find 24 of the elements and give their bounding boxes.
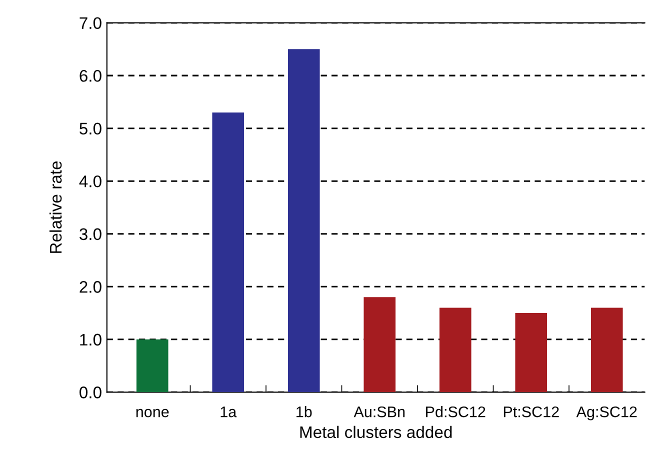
- y-tick-label: 5.0: [80, 122, 102, 135]
- x-tick-label: Pt:SC12: [504, 406, 559, 418]
- y-tick-label: 2.0: [80, 281, 102, 293]
- y-tick-label: 7.0: [80, 17, 102, 30]
- y-tick-label: 4.0: [79, 176, 102, 188]
- x-tick-label: none: [136, 408, 169, 418]
- x-tick-label: Au:SBn: [354, 406, 405, 418]
- x-tick-label: Pd:SC12: [426, 406, 486, 418]
- bar: [515, 313, 548, 392]
- bar: [364, 297, 396, 392]
- x-tick-label: 1b: [296, 406, 312, 418]
- x-tick-label: 1a: [220, 406, 237, 418]
- x-axis-title: Metal clusters added: [300, 426, 452, 438]
- y-tick-label: 3.0: [80, 228, 102, 240]
- bar: [212, 112, 244, 392]
- bar: [136, 339, 168, 392]
- bar: [590, 308, 623, 392]
- bar: [439, 308, 472, 392]
- x-tick-label: Ag:SC12: [576, 406, 637, 420]
- y-axis-title: Relative rate: [49, 161, 62, 253]
- y-tick-label: 0.0: [80, 386, 102, 398]
- bar: [288, 49, 320, 392]
- y-tick-label: 1.0: [80, 334, 102, 346]
- y-tick-label: 6.0: [80, 70, 102, 82]
